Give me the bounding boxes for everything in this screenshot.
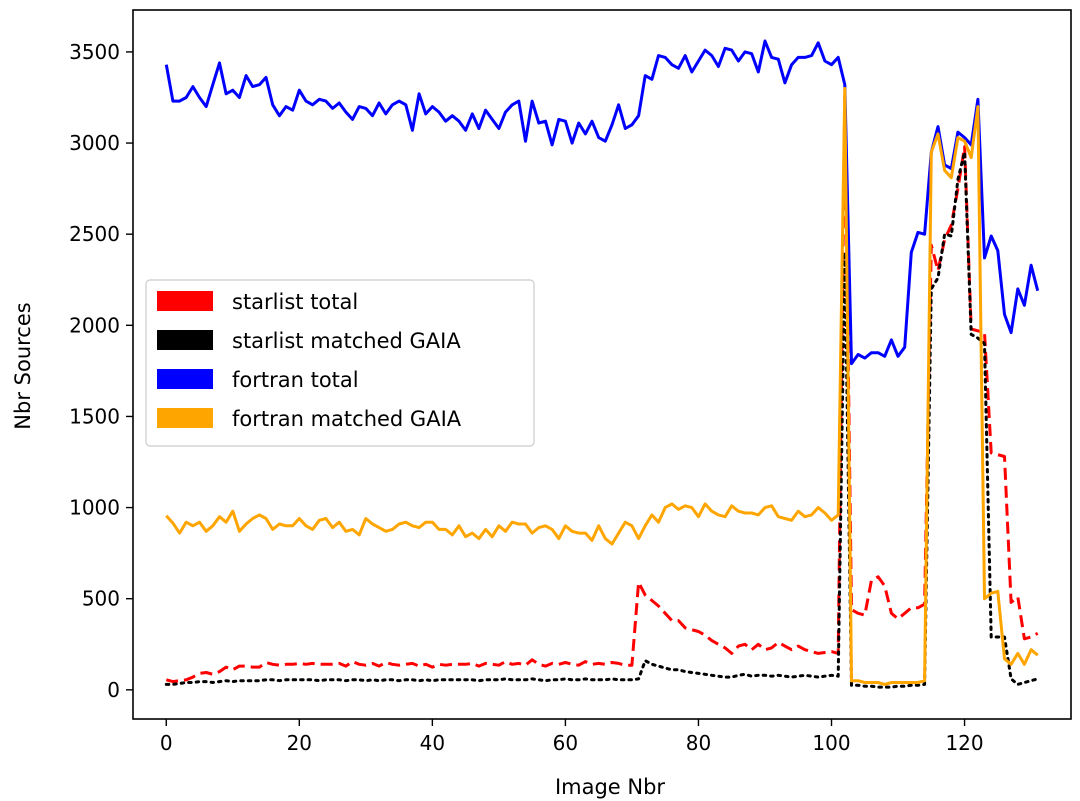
x-axis-label: Image Nbr <box>555 775 665 799</box>
x-tick-label: 0 <box>160 731 173 755</box>
y-tick-label: 2000 <box>69 313 120 337</box>
y-tick-label: 0 <box>107 678 120 702</box>
legend-label: fortran matched GAIA <box>232 407 462 431</box>
legend-swatch <box>157 291 213 311</box>
series-line-starlist-total <box>165 94 1039 684</box>
legend-swatch <box>157 369 213 389</box>
y-tick-label: 2500 <box>69 222 120 246</box>
x-tick-label: 100 <box>812 731 850 755</box>
legend-swatch <box>157 408 213 428</box>
y-tick-label: 1500 <box>69 404 120 428</box>
legend-label: starlist matched GAIA <box>232 329 461 353</box>
legend-frame <box>145 279 535 447</box>
series-line-starlist-matched-gaia <box>164 150 1040 689</box>
y-axis-label: Nbr Sources <box>11 302 35 429</box>
legend: starlist total starlist matched GAIA fortr… <box>145 279 535 447</box>
x-tick-label: 20 <box>287 731 312 755</box>
y-tick-label: 500 <box>82 587 120 611</box>
y-tick-label: 3000 <box>69 131 120 155</box>
x-tick-label: 80 <box>686 731 711 755</box>
plot-frame <box>132 9 1072 720</box>
x-tick-label: 120 <box>945 731 983 755</box>
series-layer <box>164 39 1040 689</box>
y-tick-label: 1000 <box>69 496 120 520</box>
x-tick-label: 40 <box>420 731 445 755</box>
y-tick-label: 3500 <box>69 40 120 64</box>
series-line-fortran-matched-gaia <box>165 86 1039 686</box>
x-tick-label: 60 <box>553 731 578 755</box>
legend-label: fortran total <box>232 368 359 392</box>
legend-label: starlist total <box>232 290 358 314</box>
y-axis: 0 500 1000 1500 2000 2500 3000 3500 <box>69 40 133 702</box>
x-axis: 0 20 40 60 80 100 120 <box>160 719 984 755</box>
legend-swatch <box>157 330 213 350</box>
series-line-fortran-total <box>164 39 1040 366</box>
